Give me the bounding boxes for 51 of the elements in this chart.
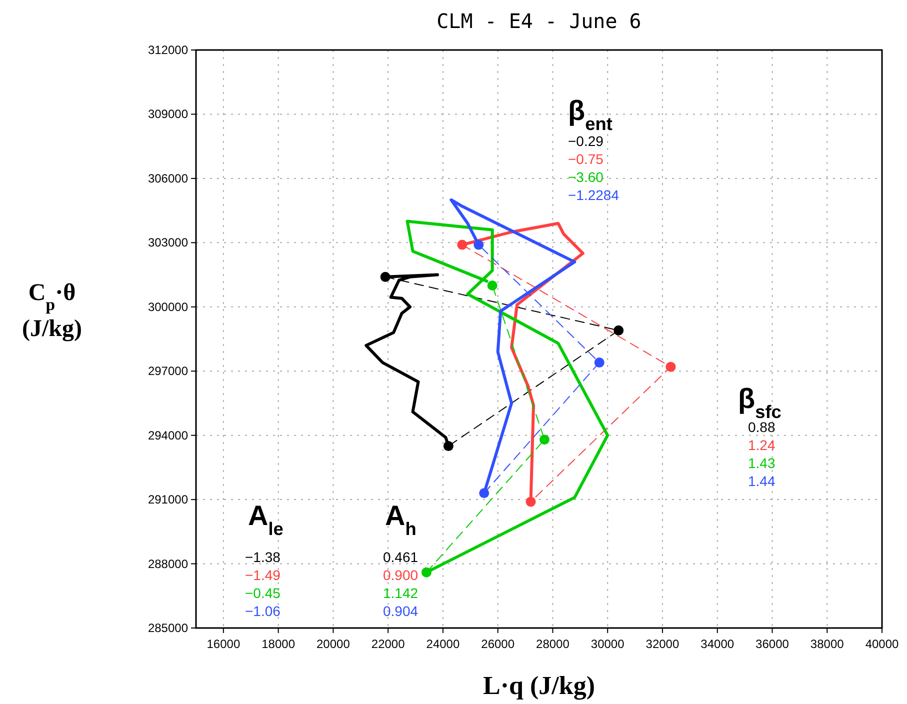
- annotation: 1.43: [748, 455, 776, 471]
- annotation: −1.2284: [568, 187, 620, 203]
- annotation: A$_{le}$: [248, 500, 284, 539]
- y-tick-label: 294000: [148, 428, 188, 442]
- annotation: 0.904: [383, 603, 418, 619]
- y-tick-label: 300000: [148, 300, 188, 314]
- annotation: 1.142: [383, 585, 418, 601]
- annotation: 1.44: [748, 473, 776, 489]
- annotation: 0.461: [383, 549, 418, 565]
- x-tick-label: 20000: [316, 637, 350, 651]
- x-tick-label: 16000: [206, 637, 240, 651]
- x-tick-label: 30000: [590, 637, 625, 651]
- x-tick-label: 28000: [536, 637, 570, 651]
- y-tick-label: 312000: [148, 43, 188, 57]
- annotation: −1.06: [245, 603, 281, 619]
- point: [614, 325, 624, 336]
- x-tick-label: 32000: [646, 637, 680, 651]
- y-tick-label: 288000: [148, 556, 188, 571]
- point: [666, 362, 676, 372]
- y-axis-title: C$_{p}$·θ (J/kg): [22, 280, 82, 342]
- x-tick-label: 22000: [371, 637, 406, 651]
- annotation: −1.38: [245, 549, 281, 565]
- x-tick-label: 34000: [700, 637, 734, 651]
- y-tick-label: 309000: [148, 107, 188, 122]
- x-tick-label: 18000: [262, 637, 296, 651]
- x-axis-title: L·q (J/kg): [483, 671, 595, 700]
- annotation: −0.45: [245, 585, 281, 601]
- annotation: A$_{h}$: [385, 500, 416, 539]
- point: [487, 280, 498, 290]
- y-tick-label: 291000: [148, 492, 188, 507]
- annotation: β$_{sfc}$: [738, 383, 782, 422]
- point: [594, 358, 604, 368]
- annotation: 0.900: [383, 567, 418, 583]
- x-tick-label: 40000: [865, 637, 900, 651]
- annotation: −3.60: [568, 169, 604, 185]
- annotation: β$_{ent}$: [568, 95, 612, 134]
- y-tick-label: 297000: [148, 364, 188, 378]
- x-tick-label: 26000: [481, 637, 515, 651]
- annotation: 0.88: [748, 419, 776, 435]
- annotation: 1.24: [748, 437, 776, 453]
- x-tick-label: 36000: [756, 637, 790, 651]
- annotation: −1.49: [245, 567, 281, 583]
- chart-title: CLM - E4 - June 6: [436, 9, 642, 33]
- x-tick-label: 24000: [426, 637, 460, 651]
- annotation: −0.29: [568, 133, 604, 149]
- y-tick-label: 306000: [148, 171, 188, 186]
- annotation: −0.75: [568, 151, 604, 167]
- point: [539, 434, 550, 445]
- x-tick-label: 38000: [810, 637, 844, 651]
- y-tick-label: 285000: [148, 621, 188, 635]
- y-tick-label: 303000: [148, 236, 188, 250]
